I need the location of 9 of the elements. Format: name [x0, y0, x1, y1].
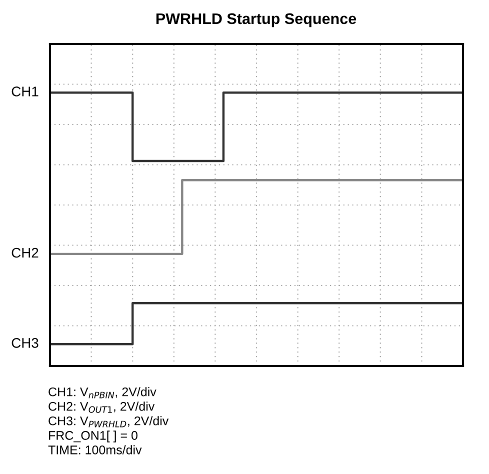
series-label: CH3: [12, 338, 38, 348]
text: FRC_ON1[ ] = 0: [49, 430, 138, 442]
text: CH2: V$_{OUT1}$, 2V/div: [48, 402, 155, 413]
chart-title: PWRHLD Startup Sequence: [156, 13, 356, 28]
series-label: CH2: [12, 248, 38, 258]
text: CH1: V$_{nPBIN}$, 2V/div: [48, 387, 156, 398]
series-label: CH1: [12, 86, 38, 96]
text: TIME: 100ms/div: [48, 445, 142, 454]
text: CH3: V$_{PWRHLD}$, 2V/div: [48, 416, 169, 428]
